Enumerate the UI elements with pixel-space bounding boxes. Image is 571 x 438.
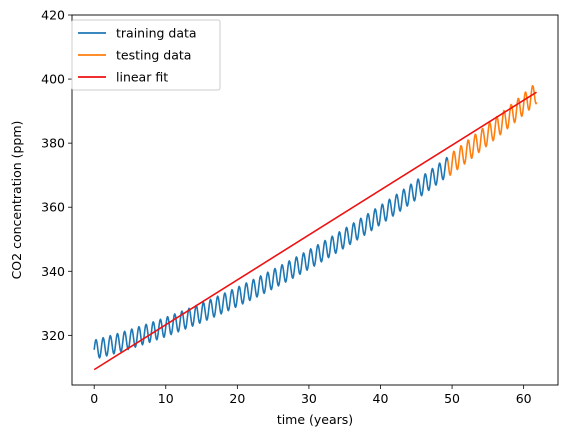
legend-label: training data xyxy=(116,26,197,41)
y-tick-label: 380 xyxy=(41,136,65,151)
x-tick-label: 0 xyxy=(90,391,98,406)
x-tick-label: 30 xyxy=(301,391,317,406)
y-tick-label: 320 xyxy=(41,328,65,343)
legend-label: testing data xyxy=(116,48,191,63)
legend-label: linear fit xyxy=(116,70,168,85)
x-axis-title: time (years) xyxy=(277,412,353,427)
series-line-training-data xyxy=(93,156,449,359)
y-tick-label: 340 xyxy=(41,264,65,279)
series-line-testing-data xyxy=(446,85,538,176)
legend-box xyxy=(71,19,221,91)
legend: training data testing data linear fit xyxy=(71,19,221,91)
plot-frame xyxy=(71,14,559,386)
x-tick-label: 10 xyxy=(158,391,174,406)
series-layer xyxy=(93,85,538,371)
y-tick-label: 420 xyxy=(41,8,65,23)
x-tick-label: 20 xyxy=(229,391,245,406)
y-tick-label: 400 xyxy=(41,72,65,87)
y-tick-label: 360 xyxy=(41,200,65,215)
y-axis: 320 340 360 380 400 420 xyxy=(41,8,72,343)
series-line-linear-fit xyxy=(93,91,537,371)
x-tick-label: 60 xyxy=(516,391,532,406)
x-axis: 0 10 20 30 40 50 60 xyxy=(90,385,532,406)
x-tick-label: 50 xyxy=(444,391,460,406)
x-tick-label: 40 xyxy=(373,391,389,406)
y-axis-title: CO2 concentration (ppm) xyxy=(9,121,24,280)
